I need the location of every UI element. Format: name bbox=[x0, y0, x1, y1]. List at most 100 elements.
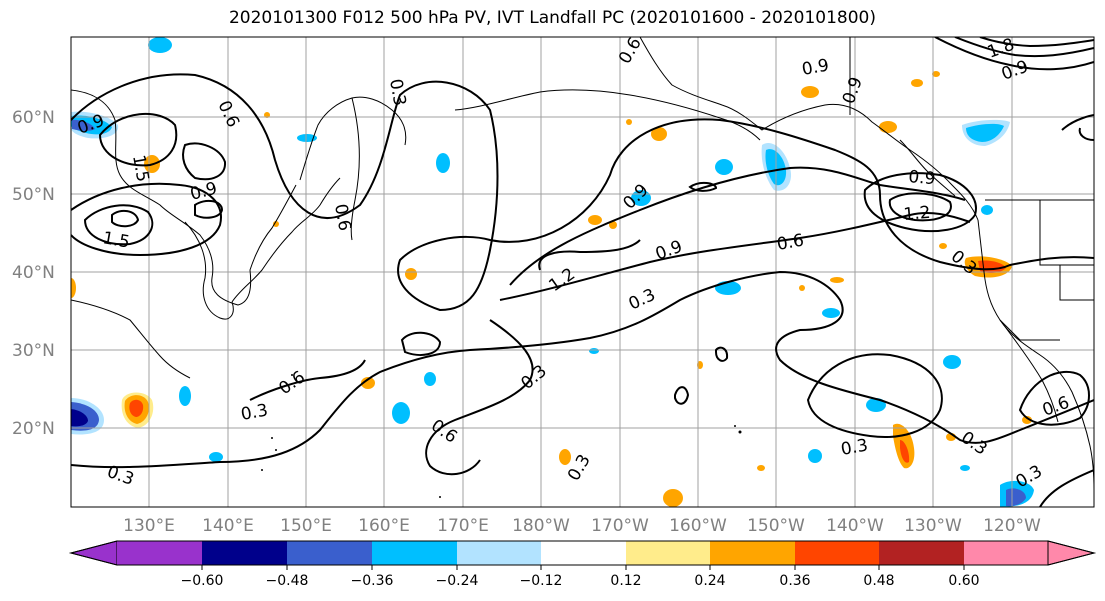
colorbar-extend-low bbox=[69, 540, 118, 566]
colorbar-tick-label: 0.36 bbox=[779, 573, 810, 589]
contour-asia-small-2 bbox=[111, 209, 140, 228]
map-frame bbox=[70, 36, 1095, 508]
lon-label: 180°W bbox=[512, 516, 570, 536]
colorbar-tick-label: −0.48 bbox=[266, 573, 309, 589]
colorbar: −0.60 −0.48 −0.36 −0.24 −0.12 0.12 0.24 … bbox=[69, 540, 1096, 589]
colorbar-tick-label: −0.36 bbox=[351, 573, 394, 589]
lon-label: 140°E bbox=[202, 516, 254, 536]
contour-0.6-hawaii bbox=[806, 353, 943, 438]
shade-blob-west-coast-japan bbox=[71, 111, 119, 139]
colorbar-tick-label: 0.60 bbox=[948, 573, 979, 589]
colorbar-tick-label: −0.60 bbox=[181, 573, 224, 589]
contour-small-ring-1 bbox=[688, 181, 718, 192]
contour-0.6-tropic-loop bbox=[249, 359, 366, 401]
contour-label: 0.3 bbox=[385, 77, 409, 107]
contour-canada-loop-2 bbox=[1078, 127, 1094, 141]
shade-blob-baja bbox=[1000, 480, 1034, 507]
colorbar-extend-high bbox=[1047, 540, 1096, 566]
lat-label: 60°N bbox=[12, 108, 55, 128]
lon-label: 140°W bbox=[826, 516, 884, 536]
contour-0.6-baja bbox=[1018, 370, 1090, 426]
contour-ne-high-3 bbox=[979, 37, 1094, 48]
colorbar-tick-label: 0.12 bbox=[610, 573, 641, 589]
lon-label: 160°E bbox=[358, 516, 410, 536]
colorbar-tick-label: 0.24 bbox=[694, 573, 725, 589]
pv-shading bbox=[71, 37, 1034, 507]
contour-1.5-asia-low bbox=[83, 204, 154, 246]
contour-ne-high-2 bbox=[954, 37, 1094, 58]
colorbar-tick-labels: −0.60 −0.48 −0.36 −0.24 −0.12 0.12 0.24 … bbox=[181, 573, 980, 589]
map-panel: 0.9 1.5 0.9 1.5 0.6 0.3 0.6 0.9 0.9 1.2 … bbox=[71, 37, 1094, 507]
contour-label: 0.3 bbox=[239, 401, 269, 425]
coast-bc-islands bbox=[899, 139, 956, 197]
colorbar-segment bbox=[202, 541, 287, 565]
contour-label: 0.9 bbox=[800, 56, 830, 80]
contour-asia-inner bbox=[182, 142, 227, 181]
lon-label: 150°W bbox=[747, 516, 805, 536]
lon-label: 160°W bbox=[669, 516, 727, 536]
lon-label: 170°E bbox=[437, 516, 489, 536]
lat-label: 30°N bbox=[12, 341, 55, 361]
contour-label: 0.6 bbox=[330, 202, 354, 232]
contour-label: 1.5 bbox=[128, 153, 152, 183]
lon-label: 150°E bbox=[280, 516, 332, 536]
contour-1.2-pac bbox=[538, 239, 641, 271]
contour-0.3-se bbox=[1039, 469, 1094, 507]
coast-korea bbox=[184, 221, 234, 320]
colorbar-segment bbox=[117, 541, 202, 565]
shade-blob-canada-blue bbox=[962, 119, 1010, 146]
coast-na-west bbox=[977, 219, 1094, 491]
coast-alaska bbox=[639, 37, 979, 221]
lon-label: 120°W bbox=[983, 516, 1041, 536]
contour-0.3-tropics bbox=[425, 319, 534, 476]
colorbar-segment bbox=[372, 541, 457, 565]
lat-label: 50°N bbox=[12, 185, 55, 205]
colorbar-segment bbox=[964, 541, 1048, 565]
contour-0.6-west bbox=[71, 182, 222, 257]
border-states-1 bbox=[1039, 200, 1094, 266]
contour-1.5-asia bbox=[98, 112, 178, 167]
lon-label: 130°E bbox=[123, 516, 175, 536]
islands bbox=[261, 374, 742, 498]
colorbar-segment bbox=[879, 541, 964, 565]
contour-0.9-pac bbox=[509, 166, 966, 286]
colorbar-tick-label: −0.24 bbox=[436, 573, 479, 589]
colorbar-tick-label: −0.12 bbox=[520, 573, 563, 589]
contour-ne-high bbox=[934, 37, 1094, 71]
colorbar-tick-label: 0.48 bbox=[863, 573, 894, 589]
map-title: 2020101300 F012 500 hPa PV, IVT Landfall… bbox=[228, 8, 876, 28]
contour-0.3-south bbox=[71, 270, 1094, 469]
contour-label: 1.2 bbox=[903, 203, 932, 225]
pv-contours bbox=[71, 37, 1094, 507]
longitude-labels: 130°E 140°E 150°E 160°E 170°E 180°W 170°… bbox=[123, 516, 1041, 536]
colorbar-segment bbox=[541, 541, 626, 565]
contour-asia-small bbox=[194, 199, 224, 219]
contour-1.2-gulf bbox=[888, 192, 952, 222]
colorbar-outline bbox=[69, 540, 1096, 566]
contour-label: 1.5 bbox=[101, 228, 131, 252]
colorbar-segment bbox=[457, 541, 541, 565]
contour-0.3-main bbox=[71, 73, 1094, 312]
colorbar-segment bbox=[287, 541, 372, 565]
contour-label: 0.3 bbox=[839, 436, 869, 460]
graticule bbox=[71, 37, 1094, 507]
contour-label: 0.6 bbox=[775, 231, 805, 255]
coast-asia bbox=[71, 89, 297, 306]
lat-label: 20°N bbox=[12, 419, 55, 439]
coast-china bbox=[71, 299, 191, 379]
lon-label: 170°W bbox=[591, 516, 649, 536]
contour-canada-loop bbox=[1061, 114, 1094, 131]
contour-0.6-pac bbox=[499, 212, 971, 301]
colorbar-segment bbox=[795, 541, 879, 565]
shade-blob-sw-corner bbox=[71, 398, 104, 435]
shade-blob-warm-1 bbox=[121, 392, 154, 428]
colorbar-segment bbox=[710, 541, 795, 565]
contour-tropic-loop-1 bbox=[400, 331, 442, 356]
latitude-labels: 60°N 50°N 40°N 30°N 20°N bbox=[12, 108, 55, 439]
contour-tropic-loop-3 bbox=[715, 346, 729, 362]
colorbar-segment bbox=[626, 541, 710, 565]
shade-blob-small-set bbox=[71, 37, 1032, 507]
border-states-3 bbox=[999, 319, 1060, 341]
contour-0.9-gulf bbox=[863, 172, 977, 233]
